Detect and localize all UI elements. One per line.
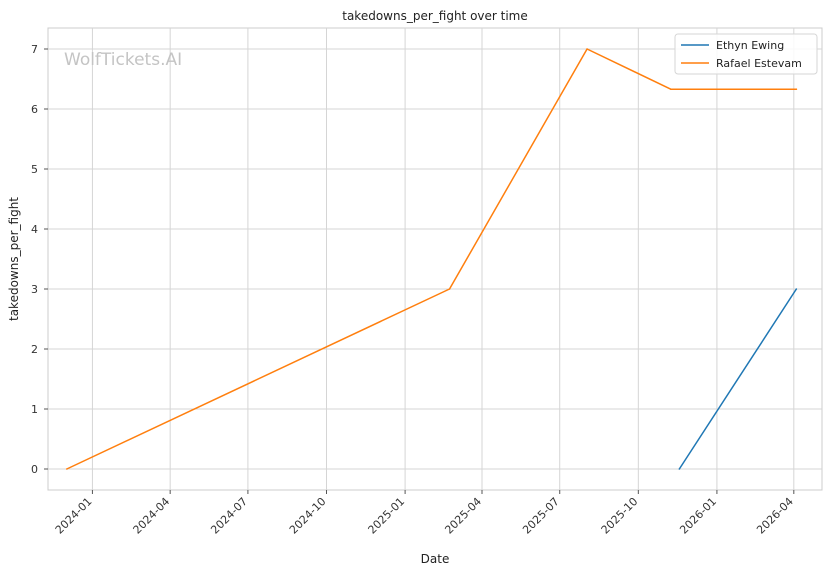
x-tick-label: 2024-10 [287, 495, 329, 537]
plot-area [47, 27, 823, 491]
x-axis-ticks: 2024-01 2024-04 2024-07 2024-10 2025-01 2025-… [53, 490, 796, 537]
x-tick-label: 2025-07 [520, 495, 562, 537]
legend-box [674, 33, 818, 75]
x-tick-label: 2025-01 [366, 495, 408, 537]
y-tick-label: 2 [31, 343, 38, 356]
series-line-ethyn-ewing [678, 288, 797, 470]
data-point-rafael-estevam [669, 88, 672, 90]
data-point-rafael-estevam [586, 48, 588, 50]
data-point-ethyn-ewing [678, 468, 681, 470]
data-point-rafael-estevam [65, 468, 68, 470]
x-tick-label: 2026-04 [754, 495, 796, 537]
y-tick-label: 1 [31, 403, 38, 416]
legend: Ethyn Ewing Rafael Estevam [674, 33, 818, 75]
legend-label-rafael-estevam: Rafael Estevam [716, 57, 802, 70]
y-tick-label: 0 [31, 463, 38, 476]
y-tick-label: 7 [31, 43, 38, 56]
watermark: WolfTickets.AI [64, 50, 182, 70]
data-point-rafael-estevam [448, 288, 451, 290]
y-tick-label: 3 [31, 283, 38, 296]
x-tick-label: 2025-10 [599, 495, 641, 537]
y-axis-ticks: 0 1 2 3 4 5 6 7 [31, 43, 48, 476]
grid-lines [48, 28, 822, 490]
x-tick-label: 2024-01 [53, 495, 95, 537]
legend-label-ethyn-ewing: Ethyn Ewing [716, 39, 784, 52]
y-tick-label: 5 [31, 163, 38, 176]
data-point-rafael-estevam [795, 88, 798, 90]
x-tick-label: 2024-04 [131, 495, 173, 537]
x-tick-label: 2024-07 [208, 495, 250, 537]
y-tick-label: 4 [31, 223, 38, 236]
chart-title: takedowns_per_fight over time [342, 9, 528, 23]
y-axis-title: takedowns_per_fight [7, 197, 21, 321]
x-axis-title: Date [421, 552, 450, 566]
series-lines [65, 48, 798, 470]
x-tick-label: 2026-01 [677, 495, 719, 537]
data-point-ethyn-ewing [795, 288, 798, 290]
y-tick-label: 6 [31, 103, 38, 116]
x-tick-label: 2025-04 [442, 495, 484, 537]
